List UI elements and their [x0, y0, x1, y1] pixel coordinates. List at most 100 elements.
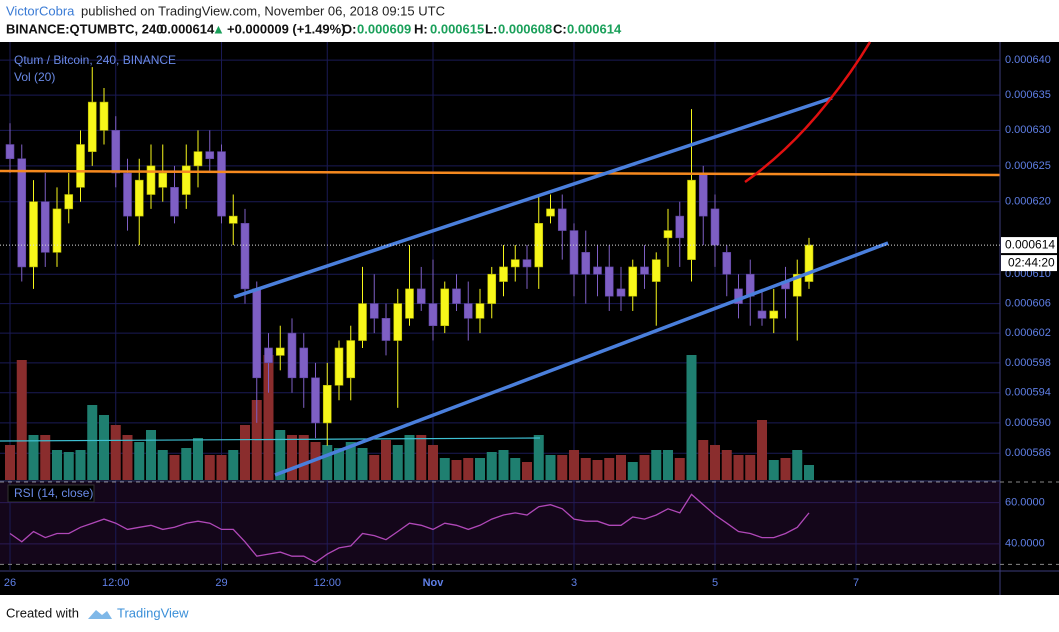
- volume-bar: [369, 455, 380, 480]
- candle-body: [640, 266, 649, 275]
- candle-body: [698, 172, 708, 217]
- volume-bar: [63, 452, 74, 480]
- arrow: ▲: [212, 21, 225, 36]
- candle-body: [569, 230, 579, 275]
- volume-bar: [181, 448, 192, 480]
- volume-bar: [157, 450, 168, 480]
- candle-body: [593, 266, 602, 275]
- x-tick-label: 5: [712, 577, 718, 589]
- candle-body: [87, 101, 97, 152]
- volume-bar: [169, 455, 180, 480]
- candle-body: [217, 151, 226, 217]
- candle-body: [111, 130, 121, 174]
- volume-bar: [134, 442, 145, 480]
- candle-body: [123, 172, 132, 217]
- symbol: BINANCE:QTUMBTC, 240: [6, 21, 163, 36]
- y-tick-label: 0.000640: [1005, 54, 1051, 66]
- volume-bar: [263, 355, 274, 480]
- o-value: 0.000609: [357, 21, 411, 36]
- countdown-label: 02:44:20: [1008, 255, 1055, 269]
- candle-body: [475, 303, 485, 319]
- candle-body: [534, 223, 544, 268]
- x-tick-label: 29: [215, 577, 227, 589]
- y-tick-label: 0.000606: [1005, 297, 1051, 309]
- volume-bar: [580, 458, 591, 480]
- y-tick-label: 0.000630: [1005, 124, 1051, 136]
- y-tick-label: 0.000620: [1005, 196, 1051, 208]
- volume-bar: [451, 460, 462, 480]
- volume-bar: [545, 455, 556, 480]
- l-value: 0.000608: [498, 21, 552, 36]
- candle-body: [358, 303, 367, 341]
- candle-body: [311, 377, 320, 424]
- volume-bar: [533, 435, 544, 480]
- candle-body: [416, 288, 426, 304]
- candle-body: [193, 151, 203, 167]
- candle-body: [17, 158, 27, 268]
- o-label: O:: [342, 21, 356, 36]
- volume-bar: [40, 435, 51, 480]
- volume-bar: [686, 355, 697, 480]
- candle-body: [722, 252, 732, 275]
- y-tick-label: 0.000635: [1005, 89, 1051, 101]
- horizontal-line: [0, 169, 1001, 177]
- x-tick-label: 26: [4, 577, 16, 589]
- volume-bar: [298, 435, 309, 480]
- candle-body: [581, 252, 591, 275]
- candle-body: [710, 208, 720, 246]
- candle-body: [275, 347, 285, 356]
- candle-body: [604, 266, 614, 297]
- volume-bar: [510, 458, 521, 480]
- volume-bar: [792, 450, 803, 480]
- volume-bar: [146, 430, 156, 480]
- candle-body: [757, 310, 767, 319]
- y-tick-label: 0.000594: [1005, 387, 1051, 399]
- volume-bar: [357, 448, 368, 480]
- volume-bar: [122, 435, 133, 480]
- candle-body: [463, 303, 473, 319]
- volume-bar: [522, 462, 532, 480]
- candle-body: [158, 172, 168, 188]
- candle-body: [628, 266, 638, 297]
- candle-body: [510, 259, 520, 268]
- chart-title: Qtum / Bitcoin, 240, BINANCE: [14, 53, 176, 67]
- candle-body: [334, 347, 344, 386]
- volume-bar: [733, 455, 744, 480]
- logo: [88, 610, 112, 619]
- candle-body: [170, 187, 179, 217]
- candle-body: [651, 259, 661, 282]
- candle-body: [393, 303, 403, 341]
- last-price-label: 0.000614: [1005, 237, 1055, 251]
- volume-bar: [592, 460, 603, 480]
- candle-body: [287, 332, 297, 379]
- volume-bar: [110, 425, 121, 480]
- volume-bar: [663, 450, 673, 480]
- y-tick-label: 0.000598: [1005, 357, 1051, 369]
- volume-bar: [639, 455, 650, 480]
- candle-body: [499, 266, 508, 282]
- candle-body: [522, 259, 532, 268]
- volume-bar: [5, 445, 15, 480]
- candle-body: [181, 165, 191, 195]
- last-price-box: [1001, 237, 1057, 254]
- candle-body: [616, 288, 626, 297]
- volume-bar: [651, 450, 662, 480]
- rsi-band-fill: [0, 482, 1000, 564]
- candle-body: [76, 144, 85, 188]
- volume-bar: [345, 442, 356, 480]
- footer-created: Created with: [6, 605, 79, 620]
- volume-bar: [604, 458, 615, 480]
- volume-bar: [334, 448, 344, 480]
- x-tick-label: Nov: [423, 577, 445, 589]
- candle-body: [804, 244, 814, 282]
- candle-body: [40, 201, 50, 253]
- rsi-tick-label: 40.0000: [1005, 538, 1045, 550]
- candle-body: [346, 340, 356, 379]
- footer-brand[interactable]: TradingView: [117, 605, 189, 620]
- price: 0.000614: [160, 21, 215, 36]
- volume-bar: [616, 455, 626, 480]
- candle-body: [29, 201, 38, 268]
- author[interactable]: VictorCobra: [6, 3, 75, 18]
- curve-drawing: [744, 41, 872, 184]
